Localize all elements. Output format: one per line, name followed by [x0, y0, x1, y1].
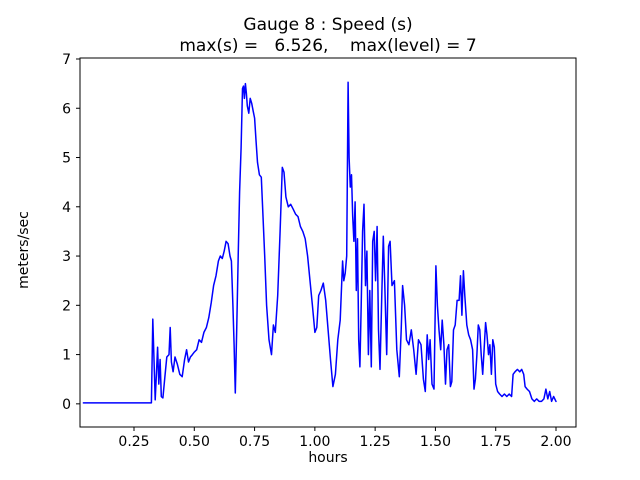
speed-line [82, 81, 557, 404]
x-tick-label: 1.75 [480, 434, 511, 450]
x-tick-label: 2.00 [540, 434, 571, 450]
y-tick-label: 5 [62, 151, 71, 167]
x-tick-label: 0.50 [179, 434, 210, 450]
y-tick-label: 2 [62, 298, 71, 314]
chart-title: Gauge 8 : Speed (s) [243, 15, 413, 35]
y-tick-label: 4 [62, 200, 71, 216]
x-axis-label: hours [308, 450, 348, 466]
x-tick-label: 1.50 [420, 434, 451, 450]
x-tick-label: 1.25 [360, 434, 391, 450]
y-tick-label: 6 [62, 101, 71, 117]
axes-frame [79, 57, 577, 428]
y-tick-label: 7 [62, 52, 71, 68]
y-tick-label: 3 [62, 249, 71, 265]
x-tick-label: 0.75 [239, 434, 270, 450]
y-tick-label: 0 [62, 397, 71, 413]
x-tick-label: 0.25 [118, 434, 149, 450]
chart-subtitle: max(s) = 6.526, max(level) = 7 [179, 36, 477, 56]
y-tick-label: 1 [62, 348, 71, 364]
x-tick-label: 1.00 [299, 434, 330, 450]
